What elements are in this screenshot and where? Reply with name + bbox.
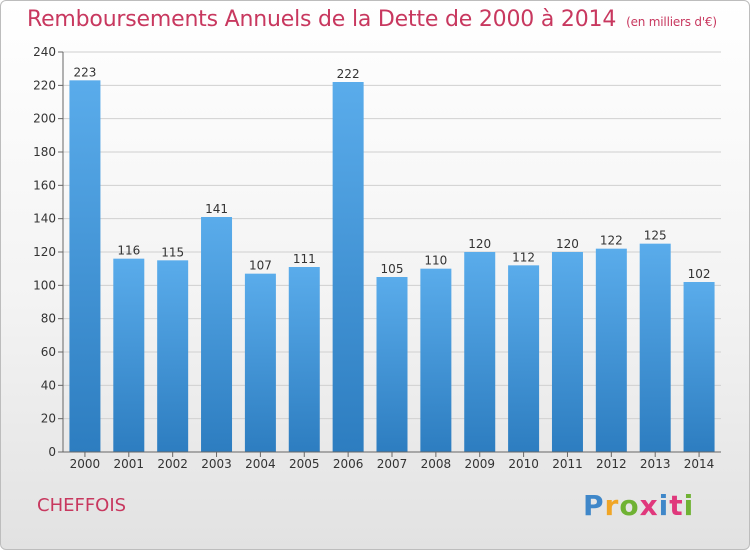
bar xyxy=(157,260,189,452)
bar xyxy=(201,217,233,452)
data-label: 107 xyxy=(249,259,272,273)
bar xyxy=(288,267,320,452)
x-tick-label: 2011 xyxy=(552,457,583,471)
logo-letter: P xyxy=(583,489,605,522)
axes: 0 20 40 60 80 100 120 140 160 180 200 220 240 xyxy=(33,45,721,459)
data-label: 112 xyxy=(512,250,535,264)
y-tick-label: 0 xyxy=(48,445,56,459)
logo-letter: i xyxy=(658,489,670,522)
bar xyxy=(508,265,540,452)
y-tick-label: 240 xyxy=(33,45,56,59)
chart-title-text: Remboursements Annuels de la Dette de 20… xyxy=(27,7,617,32)
y-tick-label: 60 xyxy=(41,345,56,359)
data-label: 116 xyxy=(117,244,140,258)
bar xyxy=(639,243,671,452)
labels: 223 2000 116 2001 115 2002 141 2003 107 2004 111 20… xyxy=(70,65,715,471)
logo-letter: r xyxy=(604,489,620,522)
x-tick-label: 2003 xyxy=(201,457,232,471)
y-tick-label: 140 xyxy=(33,212,56,226)
y-tick-label: 220 xyxy=(33,78,56,92)
bar xyxy=(376,277,408,452)
x-tick-label: 2005 xyxy=(289,457,320,471)
x-tick-label: 2008 xyxy=(421,457,452,471)
data-label: 222 xyxy=(337,67,360,81)
bar xyxy=(595,248,627,452)
x-tick-label: 2014 xyxy=(684,457,715,471)
y-tick-label: 100 xyxy=(33,278,56,292)
data-label: 110 xyxy=(424,254,447,268)
y-tick-label: 160 xyxy=(33,178,56,192)
bars xyxy=(69,80,715,452)
x-tick-label: 2000 xyxy=(70,457,101,471)
logo-letter: x xyxy=(639,489,659,522)
chart-subtitle: (en milliers d'€) xyxy=(626,15,717,29)
data-label: 141 xyxy=(205,202,228,216)
place-name: CHEFFOIS xyxy=(37,495,127,516)
data-label: 125 xyxy=(644,229,667,243)
data-label: 223 xyxy=(73,65,96,79)
y-tick-label: 200 xyxy=(33,112,56,126)
x-tick-label: 2010 xyxy=(508,457,539,471)
y-tick-label: 40 xyxy=(41,378,56,392)
data-label: 105 xyxy=(381,262,404,276)
data-label: 120 xyxy=(556,237,579,251)
bar xyxy=(113,258,145,452)
bar xyxy=(69,80,101,452)
x-tick-label: 2004 xyxy=(245,457,276,471)
data-label: 120 xyxy=(468,237,491,251)
x-tick-label: 2006 xyxy=(333,457,364,471)
x-tick-label: 2002 xyxy=(157,457,188,471)
logo-letter: o xyxy=(619,489,640,522)
bar xyxy=(244,273,276,452)
x-tick-label: 2007 xyxy=(377,457,408,471)
y-tick-label: 20 xyxy=(41,412,56,426)
data-label: 102 xyxy=(688,267,711,281)
bar xyxy=(683,282,715,452)
x-tick-label: 2013 xyxy=(640,457,671,471)
x-tick-label: 2009 xyxy=(464,457,495,471)
data-label: 122 xyxy=(600,234,623,248)
logo-letter: i xyxy=(683,489,695,522)
x-tick-label: 2012 xyxy=(596,457,627,471)
y-tick-label: 180 xyxy=(33,145,56,159)
chart-title: Remboursements Annuels de la Dette de 20… xyxy=(27,7,717,32)
proxiti-logo: Proxiti xyxy=(583,489,694,522)
bar xyxy=(551,252,583,452)
x-tick-label: 2001 xyxy=(114,457,145,471)
bar xyxy=(464,252,496,452)
bar xyxy=(420,268,452,452)
logo-letter: t xyxy=(669,489,684,522)
y-tick-label: 120 xyxy=(33,245,56,259)
data-label: 111 xyxy=(293,252,316,266)
data-label: 115 xyxy=(161,245,184,259)
y-tick-label: 80 xyxy=(41,312,56,326)
bar xyxy=(332,82,364,452)
